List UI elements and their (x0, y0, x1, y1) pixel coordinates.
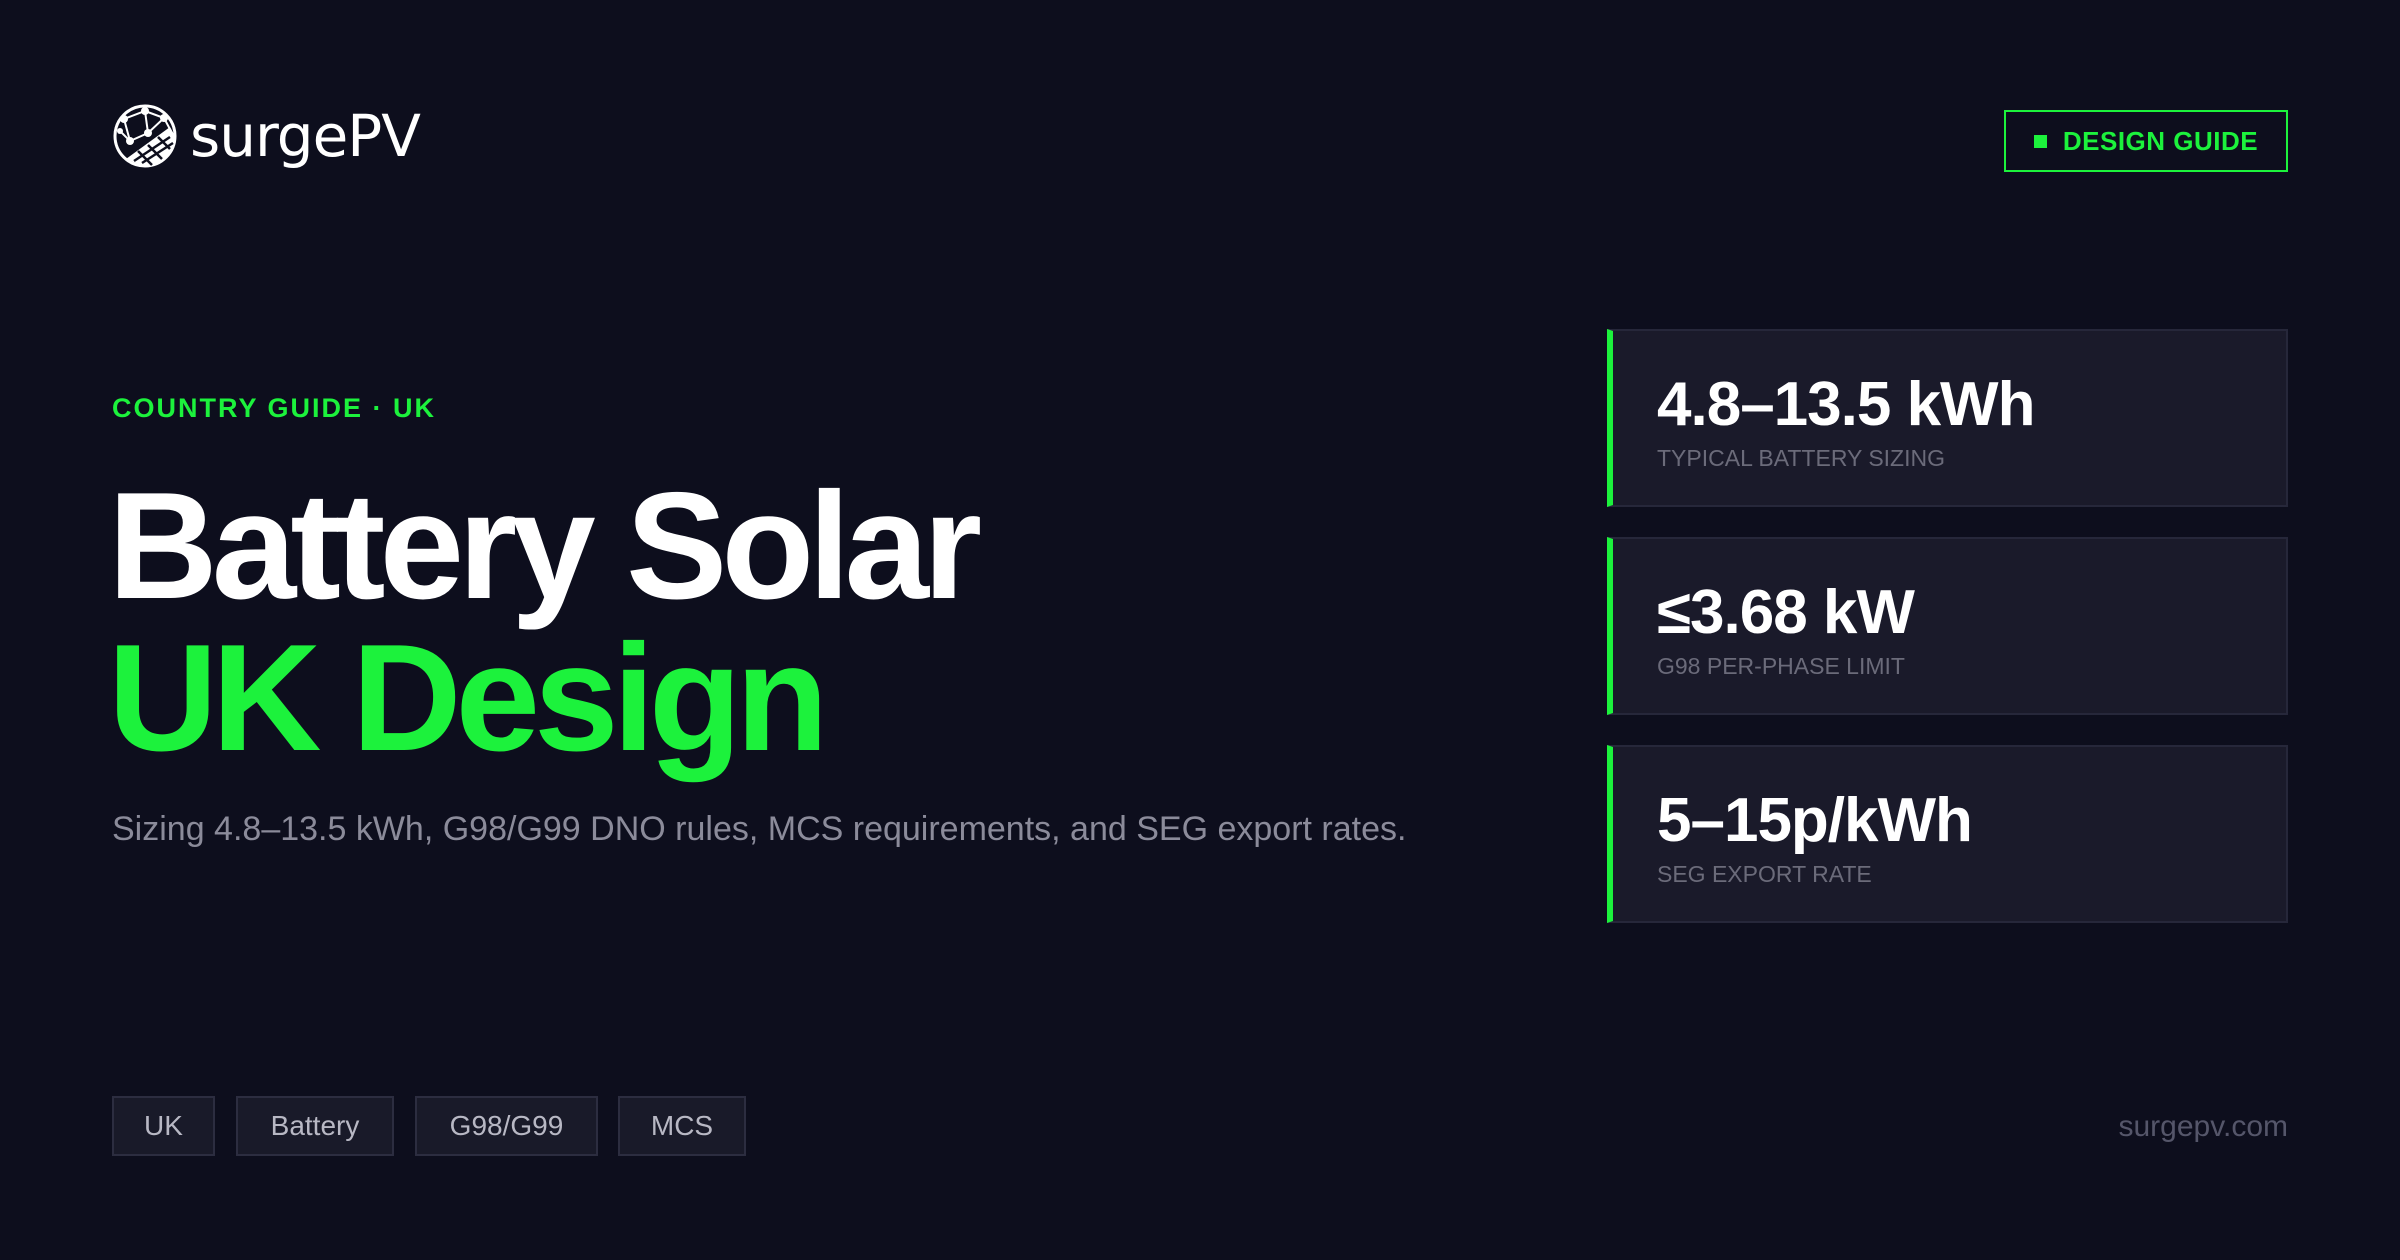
tag-mcs: MCS (618, 1096, 746, 1156)
design-guide-badge: DESIGN GUIDE (2004, 110, 2288, 172)
stat-card-battery-sizing: 4.8–13.5 kWh TYPICAL BATTERY SIZING (1607, 329, 2288, 507)
stat-value: ≤3.68 kW (1657, 578, 1915, 647)
badge-label: DESIGN GUIDE (2062, 125, 2259, 156)
stat-value: 4.8–13.5 kWh (1657, 370, 2035, 439)
stat-value: 5–15p/kWh (1657, 786, 1973, 855)
site-url: surgepv.com (2118, 1110, 2288, 1143)
stat-label: G98 PER-PHASE LIMIT (1657, 653, 1905, 679)
eyebrow: COUNTRY GUIDE · UK (112, 393, 437, 423)
stat-card-seg-rate: 5–15p/kWh SEG EXPORT RATE (1607, 745, 2288, 923)
square-icon (2033, 134, 2047, 148)
title-line-2: UK Design (108, 613, 829, 783)
brand-logo: surgePV (112, 102, 421, 170)
stat-label: SEG EXPORT RATE (1657, 861, 1872, 887)
globe-solar-panel-icon (113, 104, 177, 168)
title-line-1: Battery Solar (108, 461, 982, 631)
subtitle: Sizing 4.8–13.5 kWh, G98/G99 DNO rules, … (112, 810, 1407, 848)
stat-card-g98-limit: ≤3.68 kW G98 PER-PHASE LIMIT (1607, 537, 2288, 715)
tag-battery: Battery (236, 1096, 394, 1156)
tag-uk: UK (112, 1096, 215, 1156)
stat-label: TYPICAL BATTERY SIZING (1657, 445, 1945, 471)
tag-g98-g99: G98/G99 (415, 1096, 598, 1156)
brand-name: surgePV (190, 102, 421, 170)
